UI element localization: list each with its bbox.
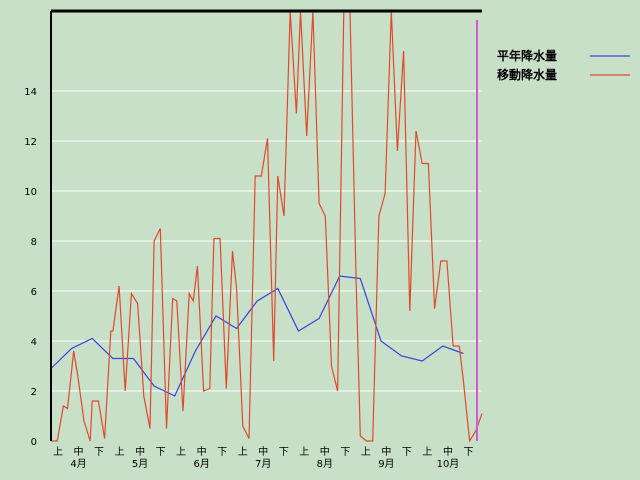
x-tick-label: 上: [53, 446, 63, 458]
x-month-label: 6月: [193, 458, 209, 470]
x-tick-label: 中: [381, 445, 391, 458]
x-tick-label: 中: [258, 445, 268, 458]
x-tick-label: 下: [217, 447, 227, 458]
y-tick-label: 12: [24, 137, 37, 148]
y-tick-label: 0: [31, 437, 37, 448]
x-tick-label: 中: [320, 445, 330, 458]
x-month-label: 10月: [437, 458, 460, 470]
x-month-label: 5月: [132, 458, 148, 470]
x-tick-label: 上: [176, 446, 186, 458]
x-tick-label: 下: [402, 447, 412, 458]
legend-label: 平年降水量: [497, 48, 557, 63]
x-tick-label: 下: [340, 447, 350, 458]
y-tick-label: 8: [31, 237, 37, 248]
x-tick-label: 上: [115, 446, 125, 458]
x-axis: 上中下上中下上中下上中下上中下上中下上中下4月 5月 6月 7月 8月 9月 10月: [53, 445, 473, 470]
x-month-label: 9月: [378, 458, 394, 470]
y-tick-label: 4: [31, 337, 37, 348]
series-layer: [50, 10, 483, 443]
x-tick-label: 中: [443, 445, 453, 458]
series-line-1: [50, 275, 464, 397]
x-tick-label: 中: [197, 445, 207, 458]
x-tick-label: 下: [279, 447, 289, 458]
x-tick-label: 上: [361, 446, 371, 458]
x-tick-label: 中: [74, 445, 84, 458]
x-month-label: 7月: [255, 458, 271, 470]
legend-label: 移動降水量: [497, 67, 557, 82]
plot-frame: [50, 9, 482, 441]
x-tick-label: 上: [238, 446, 248, 458]
x-tick-label: 下: [463, 447, 473, 458]
x-tick-label: 下: [94, 447, 104, 458]
y-tick-label: 10: [24, 187, 37, 198]
y-tick-label: 2: [31, 387, 37, 398]
x-tick-label: 下: [156, 447, 166, 458]
x-tick-label: 中: [135, 445, 145, 458]
x-tick-label: 上: [299, 446, 309, 458]
x-month-label: 8月: [317, 458, 333, 470]
x-tick-label: 上: [422, 446, 432, 458]
y-tick-label: 6: [31, 287, 37, 298]
y-tick-label: 14: [24, 87, 37, 98]
series-line-2: [51, 10, 483, 443]
x-month-label: 4月: [70, 458, 86, 470]
y-axis: 0 2 4 6 8 10 12 14: [24, 87, 37, 448]
